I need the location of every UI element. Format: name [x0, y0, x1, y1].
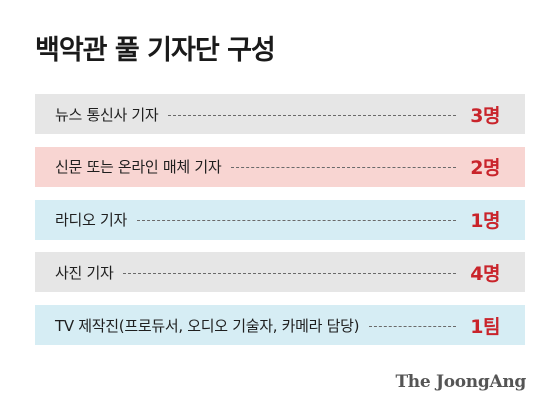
list-item-tv-crew: TV 제작진(프로듀서, 오디오 기술자, 카메라 담당) 1팀	[35, 305, 525, 346]
dotted-leader	[123, 272, 457, 274]
list-item-count: 3명	[470, 104, 500, 127]
list-item-count: 2명	[470, 157, 500, 180]
dotted-leader	[231, 167, 457, 169]
list-item-count: 1명	[470, 210, 500, 233]
list-item-label: 신문 또는 온라인 매체 기자	[55, 158, 222, 177]
page-title: 백악관 풀 기자단 구성	[35, 35, 276, 66]
list-item-count: 1팀	[470, 315, 500, 338]
list-item-count: 4명	[470, 262, 500, 285]
dotted-leader	[168, 114, 457, 116]
list-item-label: TV 제작진(프로듀서, 오디오 기술자, 카메라 담당)	[55, 316, 360, 335]
dotted-leader	[369, 325, 457, 327]
list-item-photo-reporters: 사진 기자 4명	[35, 252, 525, 293]
composition-list: 뉴스 통신사 기자 3명 신문 또는 온라인 매체 기자 2명 라디오 기자 1…	[35, 94, 525, 358]
list-item-print-online-reporters: 신문 또는 온라인 매체 기자 2명	[35, 146, 525, 187]
list-item-label: 사진 기자	[55, 263, 114, 282]
list-item-label: 뉴스 통신사 기자	[55, 105, 159, 124]
list-item-radio-reporter: 라디오 기자 1명	[35, 199, 525, 240]
list-item-wire-reporters: 뉴스 통신사 기자 3명	[35, 94, 525, 134]
dotted-leader	[136, 220, 457, 222]
list-item-label: 라디오 기자	[55, 211, 127, 230]
source-credit: The JoongAng	[395, 372, 526, 392]
